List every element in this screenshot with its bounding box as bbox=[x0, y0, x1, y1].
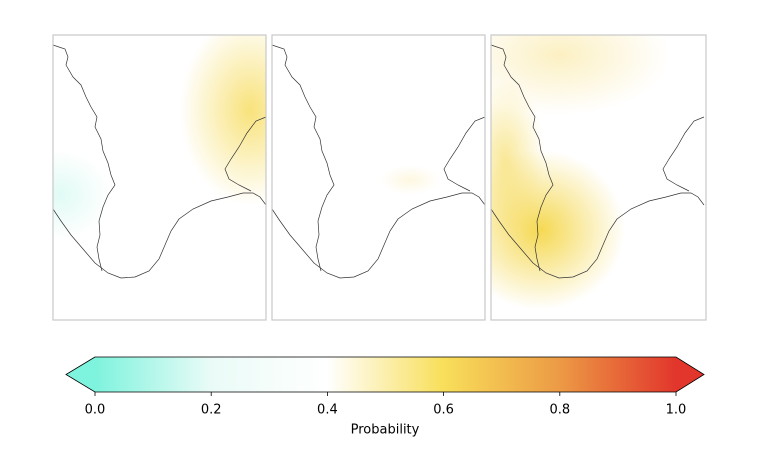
x-tick-label: 0.8 bbox=[549, 403, 570, 418]
colorbar-gradient bbox=[95, 357, 676, 392]
x-tick-label: 1.0 bbox=[666, 403, 687, 418]
map-panel bbox=[271, 34, 486, 321]
colorbar-extend-low bbox=[66, 357, 95, 392]
colorbar-extend-high bbox=[676, 357, 704, 392]
colorbar-label: Probability bbox=[351, 423, 420, 438]
x-tick-label: 0.0 bbox=[85, 403, 106, 418]
x-tick-label: 0.4 bbox=[317, 403, 338, 418]
map-panel bbox=[490, 34, 707, 321]
colorbar: 0.0 0.2 0.4 0.6 0.8 1.0 bbox=[65, 356, 705, 418]
map-panel bbox=[52, 34, 267, 321]
x-tick-label: 0.2 bbox=[201, 403, 222, 418]
x-tick-label: 0.6 bbox=[433, 403, 454, 418]
